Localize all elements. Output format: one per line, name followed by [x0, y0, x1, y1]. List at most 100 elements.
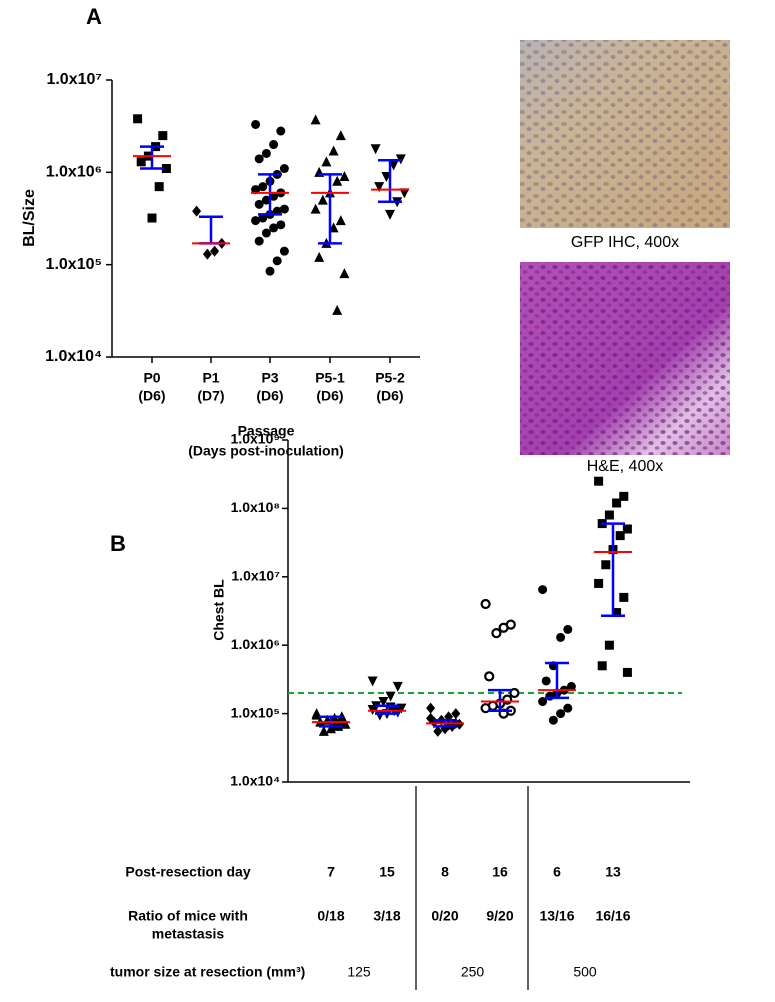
table-cell: 0/20: [431, 908, 458, 924]
marker: [261, 148, 271, 158]
marker: [563, 703, 573, 713]
marker: [335, 215, 346, 226]
marker: [254, 199, 264, 209]
x-tick-label: P0: [143, 370, 160, 386]
marker: [498, 622, 509, 633]
table-cell: 0/18: [317, 908, 344, 924]
marker: [310, 203, 321, 214]
marker: [147, 213, 157, 223]
marker: [370, 144, 381, 155]
x-tick-label: (D6): [376, 388, 403, 404]
table-cell: 16/16: [595, 908, 630, 924]
marker: [279, 246, 289, 256]
marker: [210, 245, 220, 257]
table-cell: 125: [347, 964, 371, 980]
row-label: metastasis: [152, 926, 225, 942]
marker: [265, 266, 275, 276]
table-cell: 13: [605, 864, 621, 880]
marker: [335, 130, 346, 141]
y-tick-label: 1.0x10⁵: [46, 256, 102, 273]
marker: [541, 676, 551, 686]
y-axis-label: BL/Size: [21, 189, 38, 247]
table-cell: 16: [492, 864, 508, 880]
marker: [269, 191, 279, 201]
x-tick-label: P3: [261, 370, 278, 386]
marker: [601, 560, 611, 570]
marker: [374, 710, 385, 721]
marker: [269, 223, 279, 233]
marker: [444, 719, 454, 731]
marker: [269, 140, 279, 150]
marker: [484, 671, 495, 682]
y-axis-label: Chest BL: [211, 579, 227, 641]
micrograph-texture: [520, 262, 730, 455]
marker: [619, 592, 629, 602]
marker: [378, 697, 389, 708]
marker: [158, 131, 168, 141]
marker: [276, 220, 286, 230]
marker: [254, 236, 264, 246]
marker: [509, 687, 520, 699]
marker: [563, 624, 573, 634]
y-tick-label: 1.0x10⁶: [231, 636, 280, 652]
row-label: Post-resection day: [125, 864, 250, 880]
marker: [258, 213, 268, 223]
marker: [328, 145, 339, 156]
marker: [480, 703, 491, 714]
table-cell: 7: [327, 864, 335, 880]
marker: [392, 681, 403, 692]
marker: [339, 171, 350, 182]
marker: [426, 702, 436, 714]
marker: [321, 156, 332, 167]
y-tick-label: 1.0x10⁵: [231, 704, 280, 720]
table-cell: 500: [573, 964, 597, 980]
marker: [374, 182, 385, 193]
marker: [538, 585, 548, 595]
marker: [594, 476, 604, 486]
x-tick-label: (D7): [197, 388, 224, 404]
marker: [251, 216, 261, 226]
marker: [317, 194, 328, 205]
row-label: tumor size at resection (mm³): [110, 964, 305, 980]
marker: [332, 175, 343, 186]
marker: [548, 715, 558, 725]
x-tick-label: (D6): [316, 388, 343, 404]
marker: [332, 304, 343, 315]
y-tick-label: 1.0x10⁷: [46, 71, 102, 88]
marker: [276, 126, 286, 136]
x-tick-label: P5-1: [315, 370, 345, 386]
marker: [385, 691, 396, 702]
marker: [622, 667, 632, 677]
y-tick-label: 1.0x10⁶: [46, 164, 102, 181]
image-caption: GFP IHC, 400x: [571, 234, 679, 251]
x-axis-label: Passage: [238, 423, 295, 439]
x-tick-label: P1: [202, 370, 219, 386]
marker: [615, 531, 625, 541]
marker: [433, 725, 443, 737]
marker: [310, 114, 321, 125]
table-cell: 3/18: [373, 908, 400, 924]
marker: [367, 676, 378, 687]
marker: [136, 157, 146, 167]
marker: [311, 709, 322, 720]
marker: [261, 228, 271, 238]
marker: [318, 725, 329, 736]
marker: [192, 205, 202, 217]
marker: [597, 661, 607, 671]
marker: [339, 268, 350, 279]
table-cell: 6: [553, 864, 561, 880]
y-tick-label: 1.0x10⁴: [230, 773, 280, 789]
marker: [161, 164, 171, 174]
marker: [451, 708, 461, 720]
marker: [545, 691, 555, 701]
marker: [258, 182, 268, 192]
marker: [272, 256, 282, 266]
marker: [154, 182, 164, 192]
table-cell: 250: [461, 964, 485, 980]
x-tick-label: P5-2: [375, 370, 405, 386]
marker: [279, 164, 289, 174]
marker: [480, 598, 491, 610]
marker: [594, 578, 604, 588]
micrograph-texture: [520, 40, 730, 228]
marker: [622, 524, 632, 534]
